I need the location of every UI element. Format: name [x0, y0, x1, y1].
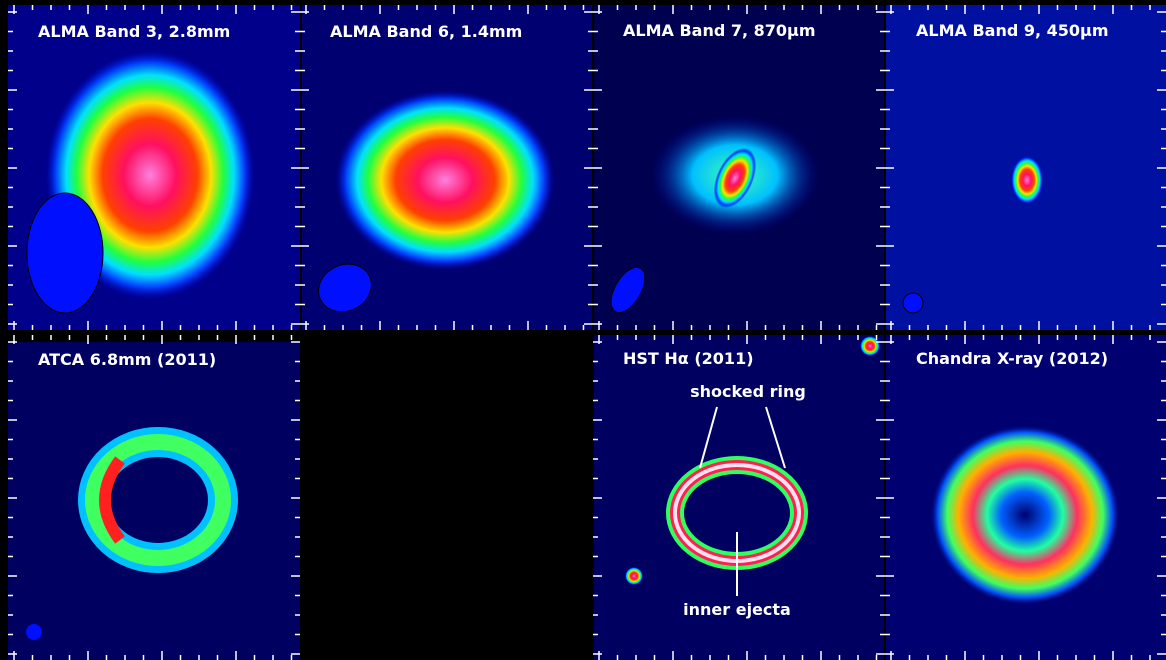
- panel-label: ATCA 6.8mm (2011): [38, 350, 216, 369]
- panel-band9: [886, 5, 1166, 330]
- panel-label: ALMA Band 3, 2.8mm: [38, 22, 230, 41]
- empty-panel: [302, 335, 592, 660]
- panel-label: ALMA Band 9, 450μm: [916, 21, 1108, 40]
- panel-label: Chandra X-ray (2012): [916, 349, 1108, 368]
- panel-band3: [8, 5, 300, 330]
- panel-label: ALMA Band 7, 870μm: [623, 21, 815, 40]
- figure: ALMA Band 3, 2.8mm ALMA Band 6, 1.4mm AL…: [0, 0, 1166, 660]
- panel-band7: [594, 5, 884, 330]
- annotation: shocked ring: [690, 382, 806, 401]
- panel-atca: [8, 342, 300, 660]
- annotation: inner ejecta: [683, 600, 791, 619]
- panel-label: ALMA Band 6, 1.4mm: [330, 22, 522, 41]
- panel-chandra: [886, 335, 1166, 660]
- panel-label: HST Hα (2011): [623, 349, 754, 368]
- panel-band6: [302, 5, 592, 330]
